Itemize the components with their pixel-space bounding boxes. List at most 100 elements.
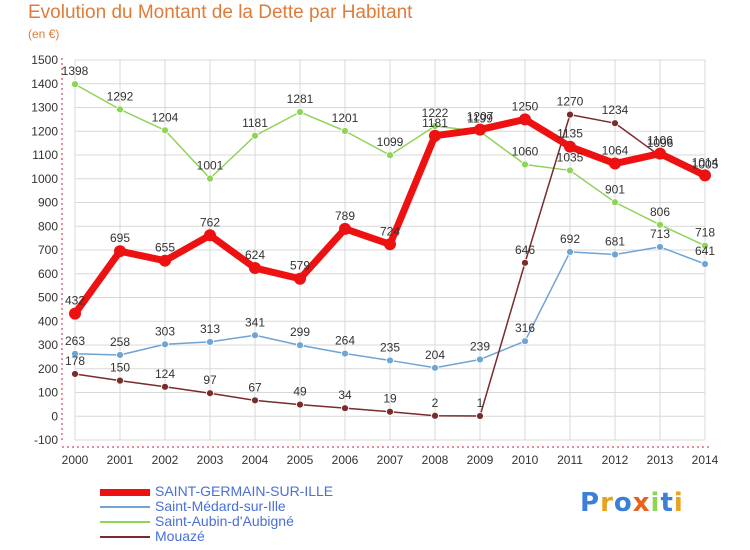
x-tick-label: 2011	[557, 453, 583, 467]
data-label: 303	[155, 324, 175, 338]
y-tick-label: 1000	[31, 172, 58, 186]
data-label: 1292	[107, 89, 134, 103]
data-label: 1005	[692, 158, 719, 172]
data-point	[611, 250, 619, 259]
y-tick-label: 600	[38, 267, 58, 281]
legend-label: Saint-Aubin-d'Aubigné	[155, 513, 294, 529]
y-tick-label: 800	[38, 219, 58, 233]
data-label: 263	[65, 334, 85, 348]
data-point	[206, 338, 214, 346]
y-tick-label: 100	[38, 386, 58, 400]
y-tick-label: 1100	[32, 148, 58, 162]
data-point	[251, 396, 259, 405]
data-point	[611, 119, 619, 128]
data-point	[249, 262, 261, 275]
y-axis-unit: (en €)	[28, 27, 60, 41]
y-tick-label: 1400	[31, 77, 58, 91]
x-tick-label: 2003	[197, 453, 224, 467]
data-label: 1060	[512, 145, 539, 159]
data-label: 1064	[602, 144, 629, 158]
y-tick-label: 0	[51, 409, 58, 423]
data-point	[251, 331, 259, 340]
data-label: 655	[155, 241, 175, 255]
data-label: 624	[245, 248, 265, 262]
y-tick-label: 1200	[31, 124, 58, 138]
data-point	[701, 260, 709, 268]
data-point	[296, 341, 304, 350]
data-label: 1014	[692, 155, 719, 169]
data-label: 1270	[557, 95, 584, 109]
data-label: 1106	[647, 134, 673, 148]
data-label: 646	[515, 243, 535, 257]
data-point	[296, 108, 304, 116]
data-label: 762	[200, 215, 220, 229]
data-point	[521, 160, 529, 169]
data-label: 67	[248, 380, 262, 394]
data-label: 34	[338, 388, 352, 402]
legend-label: Saint-Médard-sur-Ille	[155, 498, 286, 514]
x-tick-label: 2009	[467, 453, 494, 467]
legend-swatch	[100, 536, 150, 538]
data-point	[116, 376, 124, 385]
data-point	[476, 355, 484, 364]
data-label: 316	[515, 321, 535, 335]
data-label: 1035	[557, 150, 584, 164]
data-label: 718	[695, 226, 715, 240]
x-tick-label: 2000	[62, 453, 89, 467]
data-point	[204, 229, 216, 242]
data-label: 1201	[332, 111, 359, 125]
data-label: 1234	[602, 103, 629, 117]
data-label: 1281	[287, 92, 314, 106]
data-label: 695	[110, 231, 130, 245]
y-tick-label: 1500	[31, 53, 58, 67]
legend-swatch	[100, 521, 150, 523]
data-point	[431, 122, 439, 130]
x-tick-label: 2008	[422, 453, 449, 467]
data-point	[564, 140, 576, 153]
data-point	[71, 349, 79, 358]
data-point	[251, 131, 259, 140]
data-label: 1199	[467, 111, 493, 125]
data-label: 97	[203, 373, 217, 387]
data-label: 724	[380, 224, 400, 238]
data-label: 239	[470, 339, 490, 353]
x-tick-label: 2001	[107, 453, 134, 467]
data-point	[341, 127, 349, 135]
legend-swatch	[100, 506, 150, 508]
data-point	[294, 272, 306, 285]
data-point	[341, 349, 349, 358]
data-point	[386, 151, 394, 160]
data-label: 1207	[467, 110, 494, 124]
data-point	[339, 222, 351, 235]
y-tick-label: -100	[34, 433, 58, 447]
data-label: 681	[605, 235, 625, 249]
x-tick-label: 2012	[602, 453, 629, 467]
data-label: 579	[290, 259, 310, 273]
data-point	[161, 126, 169, 135]
data-label: 204	[425, 348, 445, 362]
data-label: 341	[245, 315, 265, 329]
data-label: 692	[560, 232, 580, 246]
data-label: 1	[477, 396, 484, 410]
data-label: 150	[110, 361, 130, 375]
data-point	[521, 337, 529, 346]
data-point	[161, 382, 169, 391]
x-tick-label: 2002	[152, 453, 179, 467]
data-point	[701, 241, 709, 250]
data-point	[429, 129, 441, 142]
data-point	[476, 412, 484, 420]
data-label: 641	[695, 244, 715, 258]
data-label: 1204	[152, 110, 179, 124]
data-label: 49	[293, 385, 307, 399]
data-point	[699, 169, 711, 182]
y-tick-label: 400	[38, 314, 58, 328]
data-label: 124	[155, 367, 175, 381]
data-point	[386, 356, 394, 365]
data-label: 1001	[197, 159, 224, 173]
data-point	[71, 370, 79, 378]
data-label: 1135	[557, 127, 583, 141]
legend-swatch	[100, 489, 150, 496]
data-label: 258	[110, 335, 130, 349]
y-tick-label: 200	[38, 362, 58, 376]
